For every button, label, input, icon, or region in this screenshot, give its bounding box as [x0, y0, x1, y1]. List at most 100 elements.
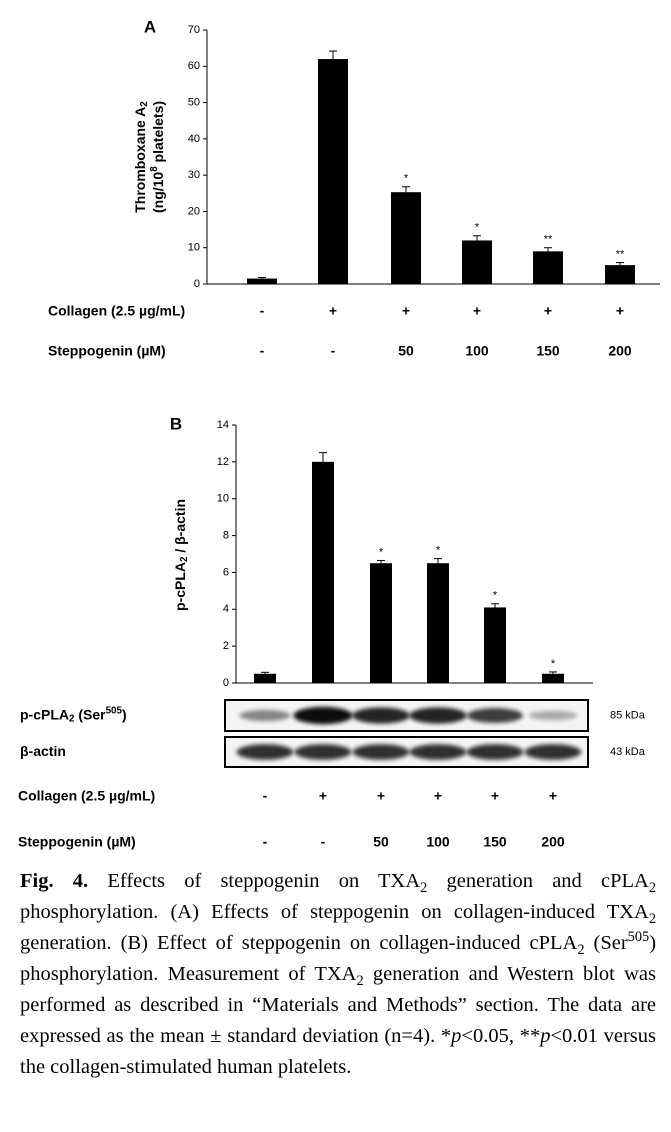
caption-run: phosphorylation. (A) Effects of steppoge… — [20, 901, 649, 923]
bar — [254, 673, 276, 683]
panel-label: B — [170, 414, 182, 433]
condition-value: + — [402, 303, 410, 319]
text-run: p-cPLA — [20, 706, 69, 722]
blot-band — [352, 744, 410, 760]
condition-value: 200 — [608, 343, 632, 359]
text-run: 505 — [106, 706, 123, 717]
blot-size-label: 85 kDa — [610, 709, 646, 721]
caption-run: <0.05, ** — [461, 1025, 541, 1047]
bar — [484, 607, 506, 683]
y-tick-label: 0 — [223, 677, 229, 689]
y-tick-label: 6 — [223, 566, 229, 578]
caption: Fig. 4. Effects of steppogenin on TXA2 g… — [20, 866, 656, 1083]
y-tick-label: 10 — [217, 493, 229, 505]
y-axis-label: p-cPLA2 / β-actin — [172, 499, 190, 611]
significance-label: * — [436, 545, 441, 557]
y-axis-label: (ng/108 platelets) — [149, 101, 166, 213]
condition-value: 200 — [541, 834, 565, 850]
bar — [427, 563, 449, 683]
condition-label: Collagen (2.5 µg/mL) — [18, 788, 155, 804]
condition-value: - — [321, 834, 326, 850]
condition-value: + — [544, 303, 552, 319]
text-run: platelets) — [150, 101, 166, 166]
text-run: Thromboxane A — [132, 107, 148, 213]
condition-value: + — [329, 303, 337, 319]
blot-band — [239, 709, 291, 722]
y-tick-label: 30 — [188, 169, 200, 181]
y-tick-label: 60 — [188, 60, 200, 72]
blot-band — [409, 744, 467, 760]
caption-run: p — [540, 1025, 551, 1047]
condition-label: Steppogenin (µM) — [48, 343, 166, 359]
y-axis-label: Thromboxane A2 — [132, 101, 150, 213]
condition-value: + — [319, 788, 327, 804]
caption-run: <0.01 versus the collagen-stimulated hum… — [20, 1025, 656, 1078]
condition-value: 100 — [465, 343, 489, 359]
blot-band — [528, 710, 578, 721]
significance-label: * — [379, 546, 384, 558]
bar — [312, 461, 334, 683]
caption-run: generation and Western blot was performe… — [20, 963, 656, 1047]
text-run: β-actin — [20, 743, 66, 759]
significance-label: ** — [544, 234, 553, 246]
condition-value: + — [491, 788, 499, 804]
blot-band — [352, 707, 410, 724]
blot-band — [294, 744, 352, 760]
y-tick-label: 4 — [223, 603, 229, 615]
y-tick-label: 10 — [188, 242, 200, 254]
text-run: ) — [122, 706, 127, 722]
text-run: / β-actin — [172, 499, 188, 557]
caption-run: 505 — [627, 929, 650, 946]
condition-value: 50 — [398, 343, 414, 359]
bar — [462, 240, 492, 284]
blot-row-label: p-cPLA2 (Ser505) — [20, 706, 127, 725]
caption-run: 2 — [648, 880, 656, 897]
condition-value: + — [434, 788, 442, 804]
bar — [318, 59, 348, 285]
caption-run: generation. (B) Effect of steppogenin on… — [20, 932, 578, 954]
text-run: (Ser — [74, 706, 106, 722]
condition-label: Steppogenin (µM) — [18, 834, 136, 850]
caption-run: Effects of steppogenin on TXA — [88, 870, 421, 892]
blot-band — [524, 744, 582, 760]
condition-value: - — [263, 834, 268, 850]
condition-label: Collagen (2.5 µg/mL) — [48, 303, 185, 319]
condition-value: 150 — [483, 834, 507, 850]
condition-value: - — [263, 788, 268, 804]
y-tick-label: 50 — [188, 96, 200, 108]
y-tick-label: 40 — [188, 133, 200, 145]
blot-row-label: β-actin — [20, 743, 66, 759]
blot-size-label: 43 kDa — [610, 746, 646, 758]
condition-value: + — [616, 303, 624, 319]
text-run: 8 — [149, 166, 160, 172]
y-tick-label: 12 — [217, 456, 229, 468]
significance-label: * — [475, 222, 480, 234]
bar — [391, 192, 421, 284]
condition-value: + — [549, 788, 557, 804]
y-tick-label: 14 — [217, 419, 229, 431]
text-run: 2 — [69, 713, 75, 724]
y-tick-label: 2 — [223, 640, 229, 652]
caption-run: 2 — [420, 880, 428, 897]
condition-value: + — [377, 788, 385, 804]
caption-run: 2 — [356, 973, 364, 990]
blot-band — [409, 707, 467, 724]
panel-label: A — [144, 17, 156, 36]
significance-label: * — [404, 173, 409, 185]
caption-run: ) phosphorylation. Measurement of TXA — [20, 932, 657, 985]
text-run: p-cPLA — [172, 562, 188, 611]
significance-label: * — [493, 590, 498, 602]
text-run: 2 — [139, 101, 150, 107]
blot-band — [236, 744, 294, 760]
text-run: 2 — [179, 556, 190, 562]
blot-band — [467, 708, 523, 723]
blot-band — [466, 744, 524, 760]
condition-value: - — [260, 303, 265, 319]
condition-value: - — [260, 343, 265, 359]
bar — [370, 563, 392, 683]
y-tick-label: 20 — [188, 205, 200, 217]
caption-run: (Ser — [584, 932, 628, 954]
caption-run: p — [451, 1025, 462, 1047]
